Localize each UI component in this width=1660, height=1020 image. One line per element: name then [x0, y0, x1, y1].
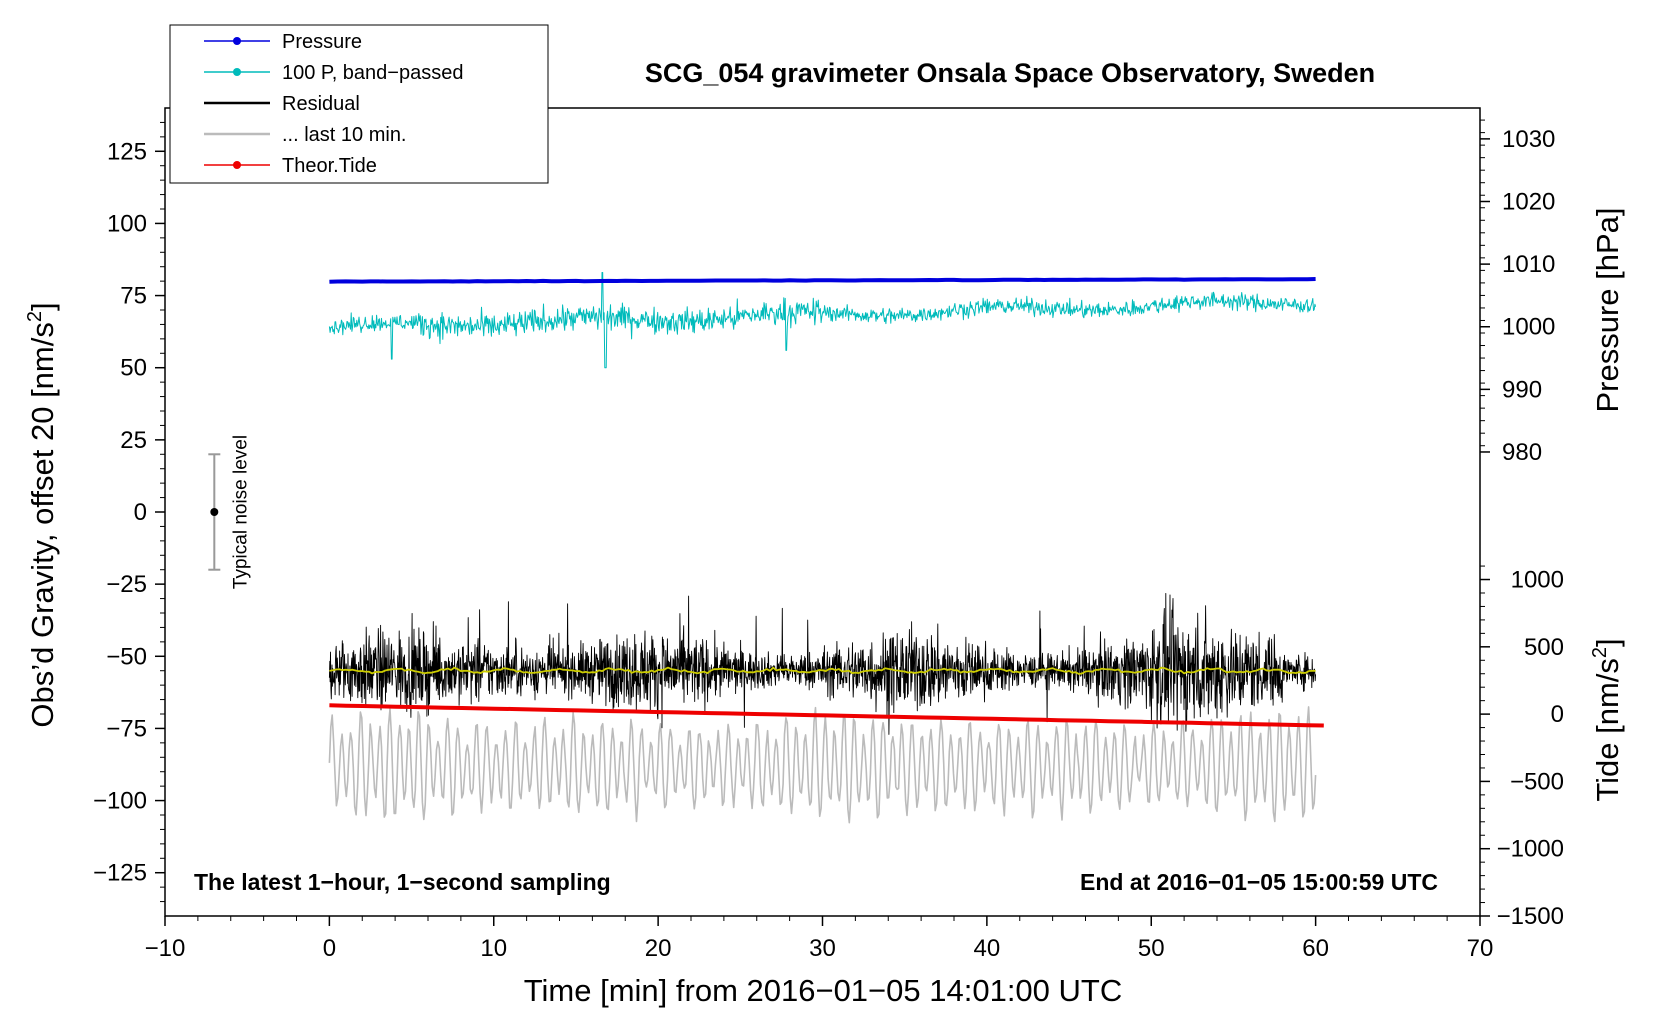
pressure-tick-label: 1000	[1502, 314, 1555, 341]
tide-axis-label-main: Tide [nm/s	[1590, 658, 1625, 802]
noise-bar-label: Typical noise level	[230, 435, 251, 589]
series-smoothed-residual	[329, 666, 1316, 675]
legend-label: Theor.Tide	[282, 155, 377, 177]
legend-label: Residual	[282, 93, 360, 115]
x-tick-label: 10	[480, 935, 507, 962]
y-left-tick-label: −125	[93, 860, 147, 887]
x-tick-label: 0	[323, 935, 336, 962]
x-tick-label: 60	[1302, 935, 1329, 962]
legend: Pressure 100 P, band−passed Residual ... la…	[169, 24, 549, 184]
tide-tick-label: −1500	[1497, 903, 1564, 930]
tide-axis-label: Tide [nm/s2]	[1589, 638, 1625, 801]
legend-marker	[233, 37, 241, 45]
y-left-tick-label: −100	[93, 788, 147, 815]
y-left-tick-label: 50	[120, 355, 147, 382]
pressure-tick-label: 1030	[1502, 126, 1555, 153]
tide-tick-label: 500	[1524, 634, 1564, 661]
y-left-axis-label-sup: 2	[24, 311, 46, 322]
tide-axis: 1000 500 0 −500 −1000 −1500	[1480, 565, 1564, 930]
y-left-axis-label: Obs’d Gravity, offset 20 [nm/s2]	[24, 302, 60, 727]
y-left-tick-label: 100	[107, 210, 147, 237]
pressure-axis: 1030 1020 1010 1000 990 980	[1480, 119, 1555, 466]
tide-tick-label: 0	[1551, 701, 1564, 728]
y-left-tick-label: 25	[120, 427, 147, 454]
y-left-tick-label: 75	[120, 283, 147, 310]
legend-label: ... last 10 min.	[282, 124, 407, 146]
x-axis-label: Time [min] from 2016−01−05 14:01:00 UTC	[524, 973, 1123, 1008]
legend-marker	[233, 161, 241, 169]
annotation-right: End at 2016−01−05 15:00:59 UTC	[1080, 869, 1438, 895]
x-tick-label: 40	[974, 935, 1001, 962]
y-left-tick-label: 0	[134, 499, 147, 526]
legend-marker	[233, 68, 241, 76]
legend-label: Pressure	[282, 31, 362, 53]
series-band-passed	[328, 272, 1317, 369]
x-tick-label: −10	[145, 935, 186, 962]
annotation-left: The latest 1−hour, 1−second sampling	[194, 869, 611, 895]
y-left-axis-label-main: Obs’d Gravity, offset 20 [nm/s	[25, 322, 60, 727]
series-theor-tide	[329, 703, 1324, 728]
y-left-tick-label: −25	[106, 571, 147, 598]
tide-tick-label: −500	[1510, 768, 1564, 795]
pressure-tick-label: 980	[1502, 439, 1542, 466]
x-tick-label: 70	[1467, 935, 1494, 962]
x-tick-label: 30	[809, 935, 836, 962]
noise-bar-center-dot	[210, 508, 219, 516]
series-pressure	[329, 277, 1316, 284]
chart-title: SCG_054 gravimeter Onsala Space Observat…	[645, 58, 1375, 88]
pressure-tick-label: 1010	[1502, 251, 1555, 278]
noise-bar: Typical noise level	[208, 435, 251, 589]
tide-axis-label-sup: 2	[1589, 647, 1611, 658]
pressure-tick-label: 1020	[1502, 188, 1555, 215]
y-left-axis-label-end: ]	[25, 302, 60, 311]
series-layer	[328, 272, 1324, 824]
x-tick-label: 20	[645, 935, 672, 962]
legend-label: 100 P, band−passed	[282, 62, 463, 84]
pressure-tick-label: 990	[1502, 376, 1542, 403]
tide-axis-label-end: ]	[1590, 638, 1625, 647]
tide-tick-label: −1000	[1497, 836, 1564, 863]
x-axis: −10 0 10 20 30 40 50 60 70	[145, 916, 1494, 962]
series-last-10-min	[328, 706, 1317, 824]
y-left-tick-label: −50	[106, 643, 147, 670]
x-tick-label: 50	[1138, 935, 1165, 962]
pressure-axis-label: Pressure [hPa]	[1590, 207, 1625, 412]
y-left-tick-label: 125	[107, 138, 147, 165]
tide-tick-label: 1000	[1511, 567, 1564, 594]
y-left-tick-label: −75	[106, 715, 147, 742]
y-left-axis: 125 100 75 50 25 0 −25 −50 −75 −100 −125	[93, 121, 165, 903]
